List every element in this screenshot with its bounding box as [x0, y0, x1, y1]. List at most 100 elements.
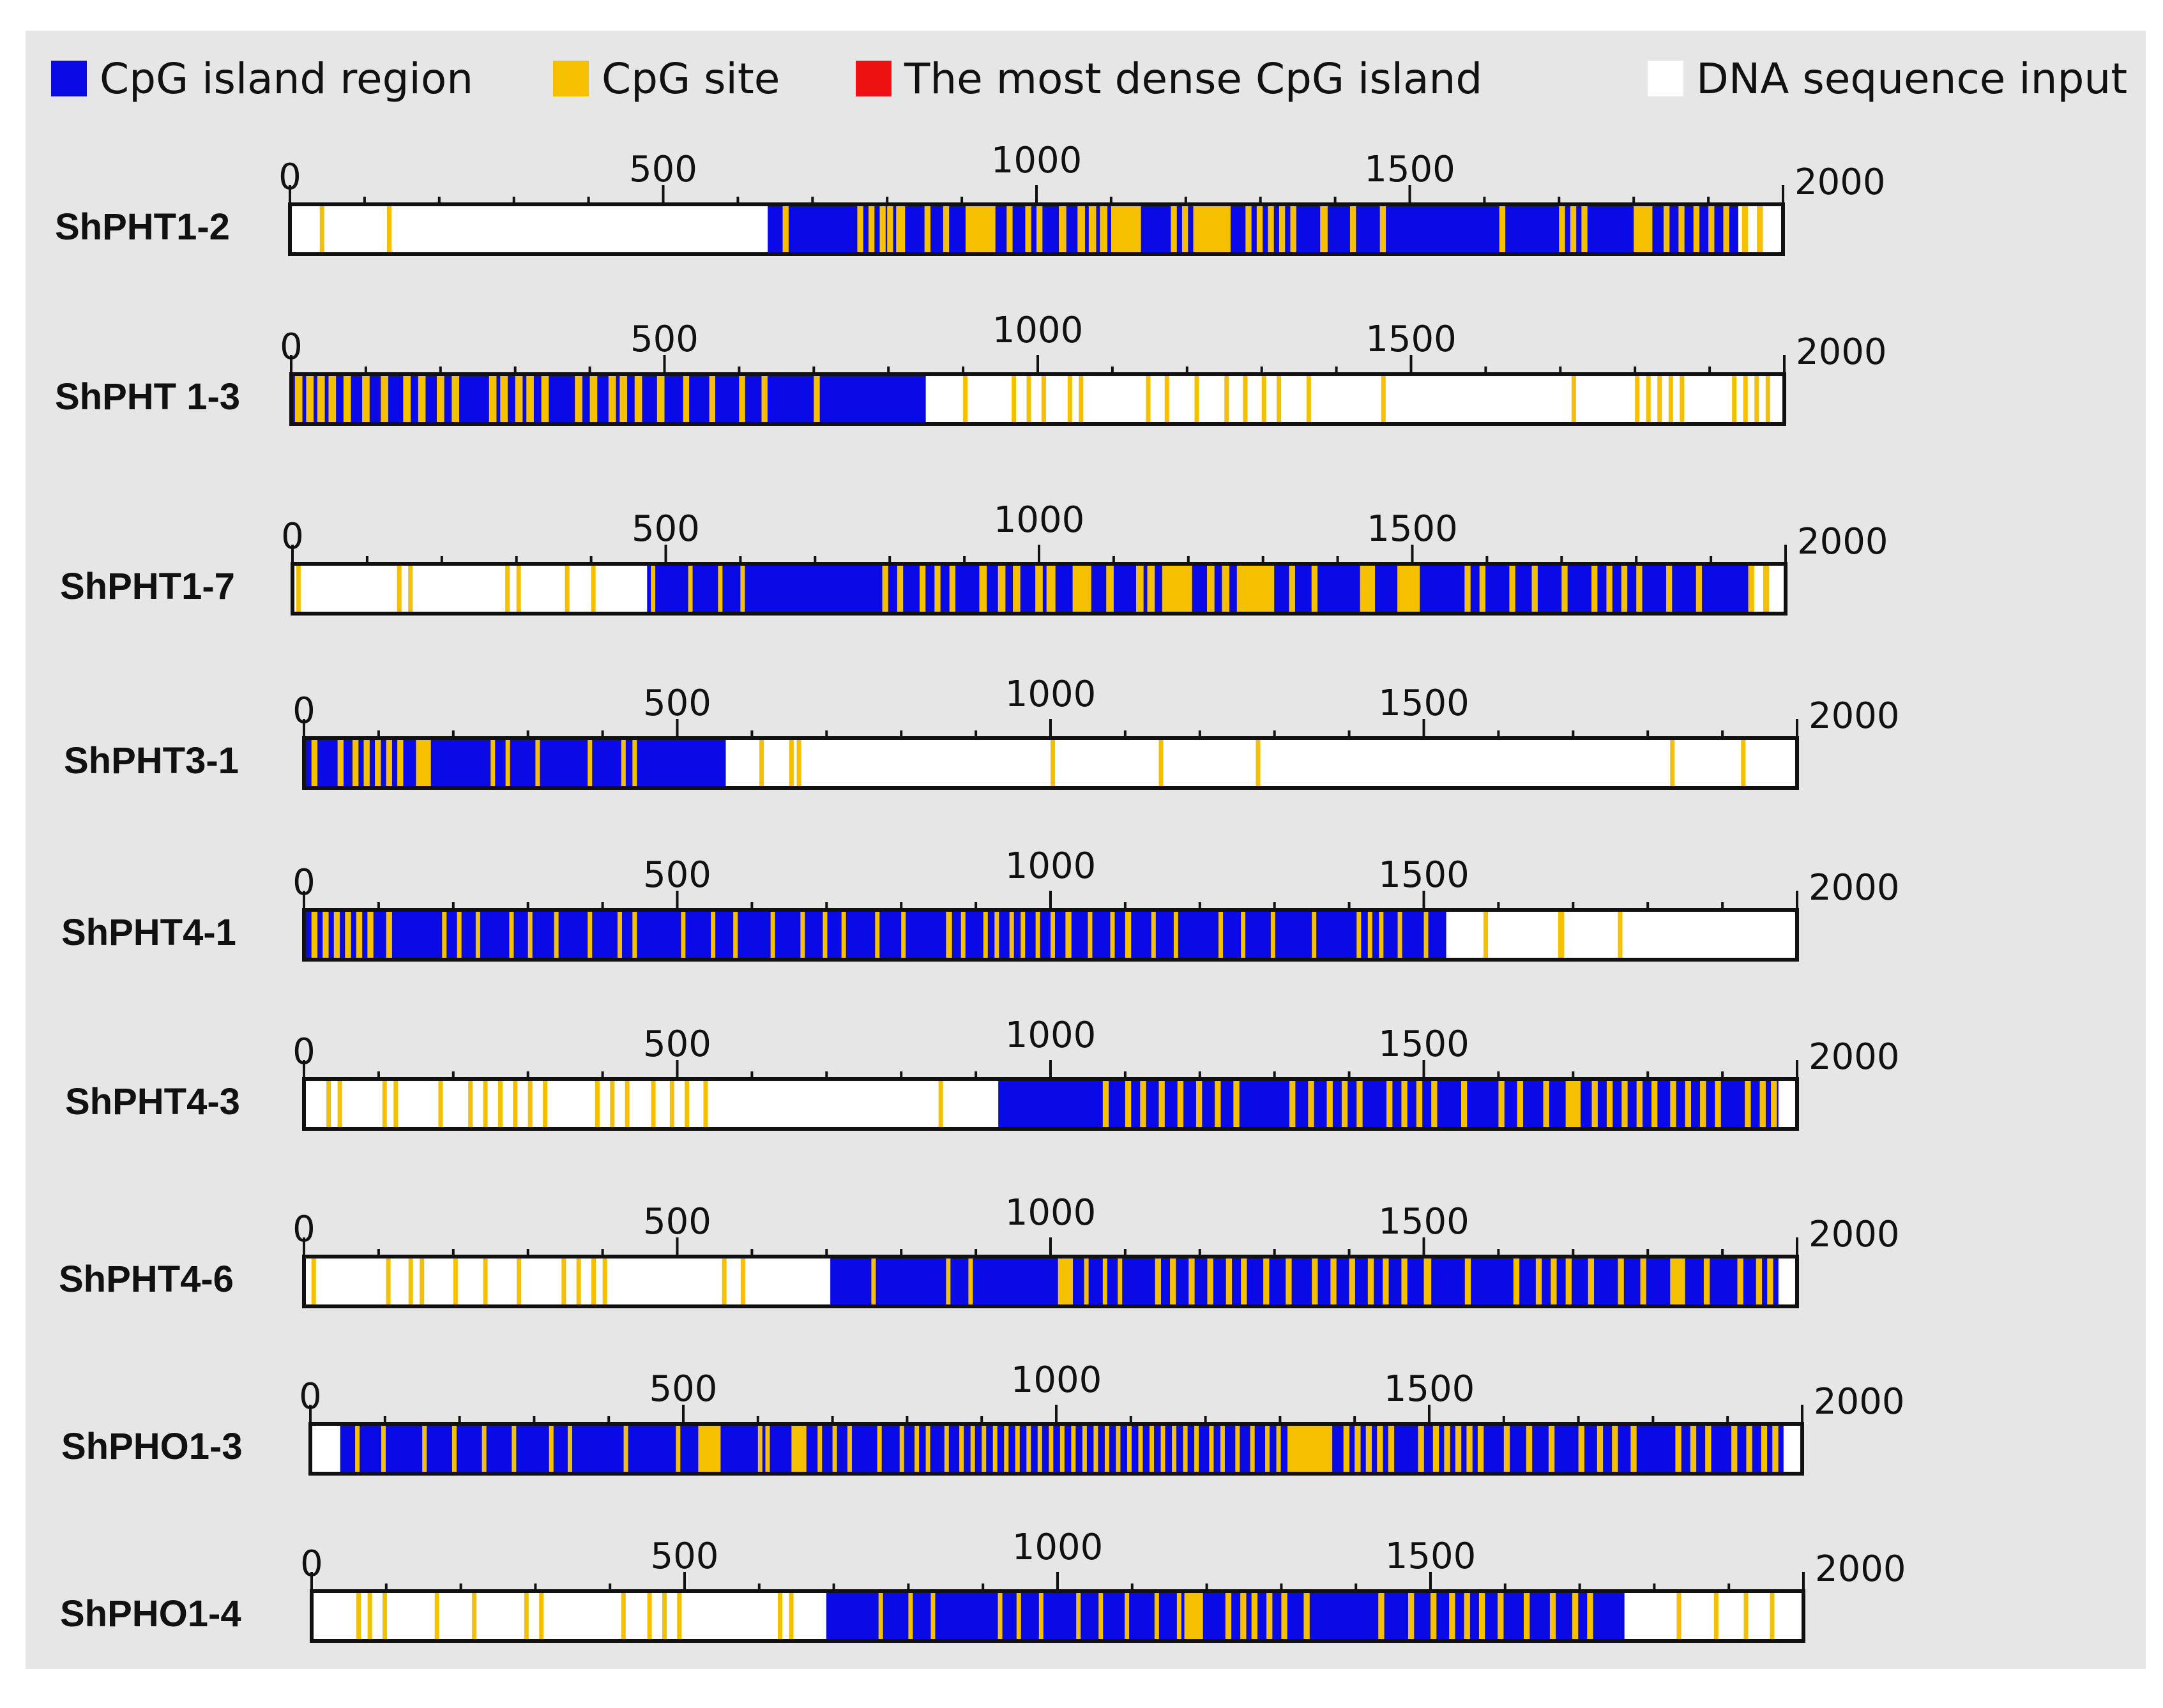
cpg-site	[1004, 1425, 1009, 1472]
cpg-site	[1770, 1592, 1775, 1640]
cpg-site	[1341, 1080, 1348, 1128]
cpg-site	[1215, 1080, 1221, 1128]
dna-sequence-bar	[304, 1079, 1797, 1129]
cpg-site	[1172, 1425, 1177, 1472]
cpg-site	[1051, 911, 1056, 958]
cpg-site	[565, 565, 570, 612]
cpg-site	[452, 375, 460, 423]
gene-label: ShPHO1-3	[61, 1426, 243, 1467]
cpg-site	[1408, 1592, 1415, 1640]
cpg-site	[877, 1425, 882, 1472]
dna-sequence-bar	[310, 1424, 1802, 1474]
cpg-site	[908, 1592, 913, 1640]
cpg-site	[770, 911, 775, 958]
dna-sequence-bar	[291, 374, 1784, 424]
cpg-site	[1431, 1592, 1437, 1640]
cpg-site	[589, 375, 598, 423]
cpg-site	[1383, 1258, 1389, 1305]
cpg-site	[1155, 1258, 1162, 1305]
cpg-island-region	[304, 738, 726, 788]
cpg-site	[1765, 375, 1770, 423]
gene-label: ShPHT 1-3	[55, 376, 241, 418]
sequence-track: 0 500 1000 1500 2000	[299, 1359, 1905, 1476]
cpg-site	[1743, 1592, 1749, 1640]
cpg-site	[733, 911, 738, 958]
cpg-site	[1634, 206, 1653, 253]
cpg-site	[602, 1258, 607, 1305]
axis-tick-label: 1000	[1005, 674, 1097, 715]
cpg-site	[1535, 1258, 1542, 1305]
cpg-site	[1118, 1258, 1123, 1305]
cpg-site	[1349, 206, 1356, 253]
cpg-site	[1676, 1592, 1681, 1640]
cpg-site	[1418, 1425, 1424, 1472]
cpg-site	[595, 1080, 600, 1128]
cpg-site	[608, 375, 616, 423]
cpg-site	[1104, 1425, 1109, 1472]
cpg-site	[1013, 565, 1021, 612]
axis-tick-label: 1000	[1005, 1015, 1097, 1056]
cpg-site	[662, 1592, 667, 1640]
cpg-site	[500, 375, 508, 423]
cpg-site	[1365, 1425, 1372, 1472]
cpg-site	[1194, 375, 1199, 423]
cpg-site	[1158, 1080, 1165, 1128]
axis-tick-label: 0	[292, 1031, 315, 1073]
cpg-site	[919, 565, 926, 612]
cpg-site	[436, 375, 444, 423]
cpg-site	[1051, 739, 1056, 787]
cpg-site	[698, 1425, 721, 1472]
cpg-site	[1308, 1080, 1314, 1128]
cpg-site	[1549, 1592, 1556, 1640]
cpg-site	[1559, 206, 1565, 253]
cpg-site	[823, 911, 828, 958]
cpg-site	[1261, 375, 1266, 423]
cpg-site	[998, 565, 1006, 612]
cpg-site	[1349, 1258, 1355, 1305]
cpg-site	[1135, 565, 1144, 612]
cpg-site	[740, 565, 745, 612]
cpg-site	[1588, 1258, 1595, 1305]
gene-label: ShPHO1-4	[60, 1593, 241, 1635]
axis-tick-label: 1000	[1012, 1527, 1104, 1568]
cpg-site	[1276, 1425, 1281, 1472]
cpg-site	[619, 375, 628, 423]
cpg-site	[1570, 206, 1577, 253]
cpg-site	[944, 1425, 949, 1472]
cpg-site	[1256, 206, 1263, 253]
cpg-site	[1746, 1425, 1752, 1472]
cpg-site	[1164, 375, 1169, 423]
cpg-site	[740, 1258, 745, 1305]
cpg-site	[1397, 565, 1420, 612]
dna-sequence-bar	[304, 910, 1797, 960]
cpg-site	[1635, 375, 1640, 423]
cpg-site	[1195, 1080, 1203, 1128]
cpg-site	[1526, 1425, 1533, 1472]
cpg-site	[408, 1258, 413, 1305]
cpg-site	[539, 1592, 544, 1640]
cpg-site	[483, 1080, 488, 1128]
cpg-site	[490, 739, 496, 787]
axis-tick-label: 2000	[1814, 1381, 1905, 1423]
cpg-site	[356, 911, 363, 958]
cpg-site	[1378, 1592, 1385, 1640]
cpg-site	[381, 1425, 386, 1472]
cpg-island-region	[830, 1257, 1779, 1306]
cpg-site	[1026, 1425, 1031, 1472]
cpg-site	[857, 206, 863, 253]
cpg-site	[1461, 1080, 1468, 1128]
cpg-site	[1591, 1080, 1598, 1128]
cpg-site	[434, 1592, 439, 1640]
cpg-site	[722, 1258, 727, 1305]
cpg-site	[878, 1592, 883, 1640]
cpg-site	[651, 565, 656, 612]
cpg-site	[887, 206, 893, 253]
cpg-site	[1281, 1592, 1287, 1640]
cpg-island-region	[768, 204, 1738, 254]
legend-item-cpg-site: CpG site	[553, 54, 780, 103]
cpg-island-region	[304, 910, 1446, 960]
axis-tick-label: 1500	[1364, 149, 1455, 190]
axis-tick-label: 500	[643, 854, 711, 896]
track-border	[302, 736, 1799, 790]
cpg-site	[1170, 1258, 1176, 1305]
